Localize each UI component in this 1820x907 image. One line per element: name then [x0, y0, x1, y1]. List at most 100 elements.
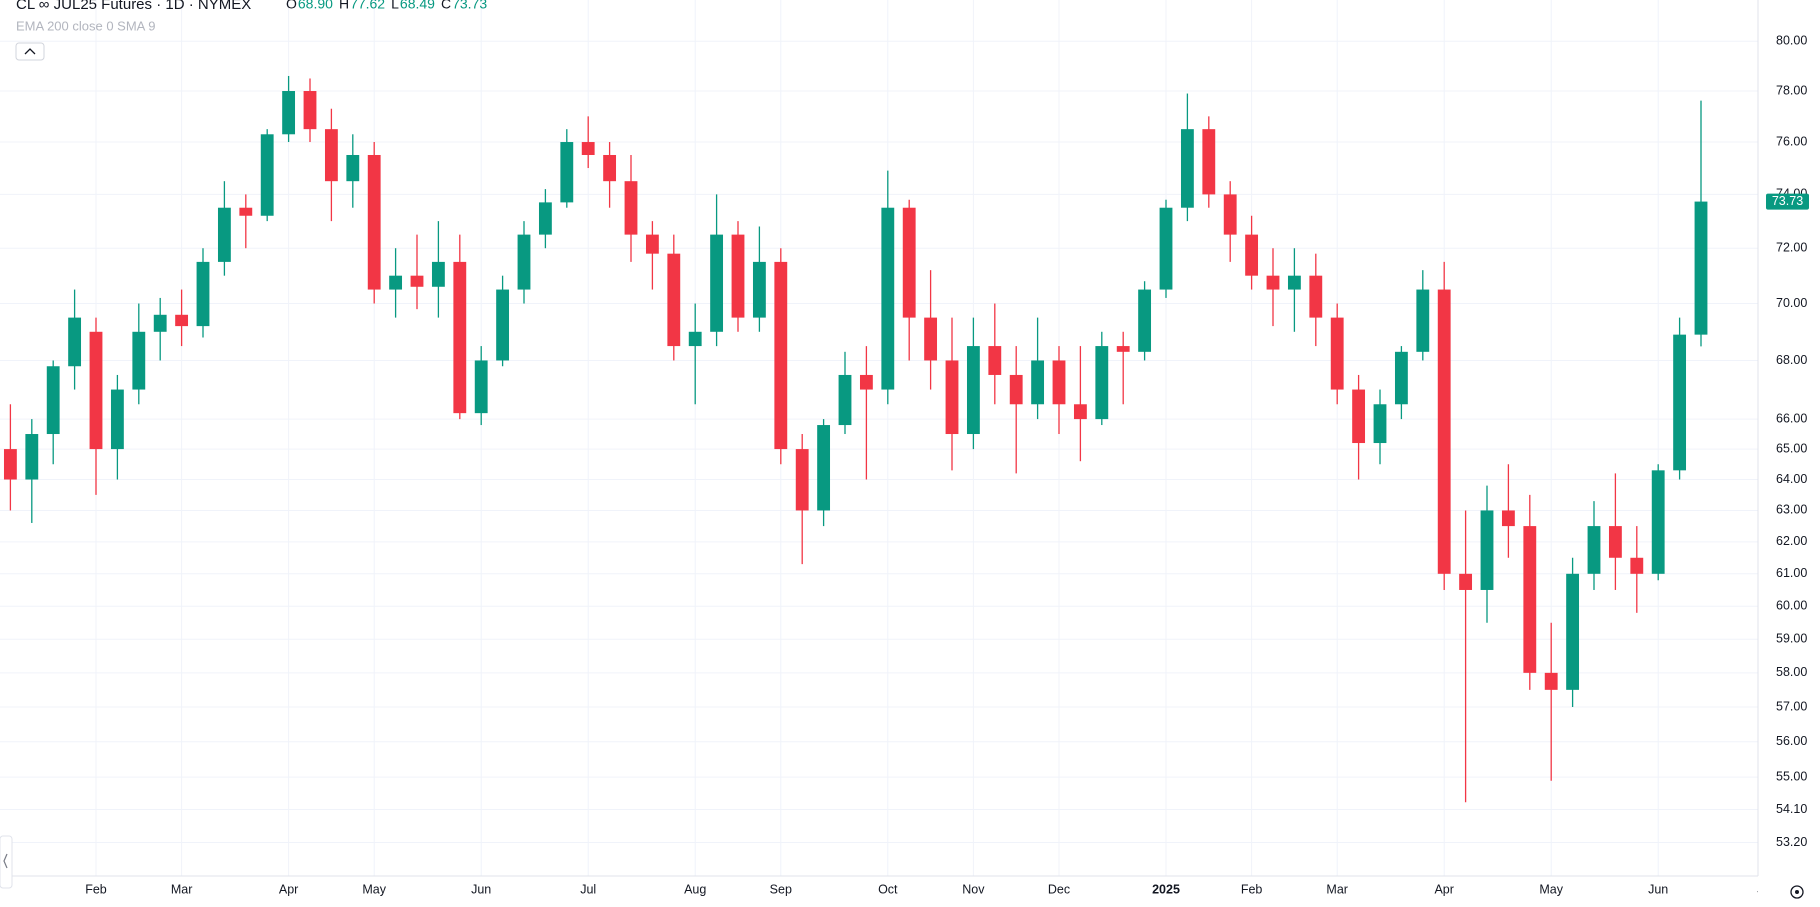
candle-body: [3, 449, 17, 480]
candle-body: [153, 314, 167, 332]
candle-body: [560, 142, 574, 203]
candle-body: [774, 261, 788, 450]
candle-body: [603, 154, 617, 182]
x-tick-label: Apr: [279, 882, 298, 896]
candle-body: [710, 234, 724, 332]
candle-body: [1159, 207, 1173, 290]
candle-body: [688, 331, 702, 347]
ohlc-value: 73.73: [452, 0, 487, 12]
candle-body: [239, 207, 253, 216]
side-toggle[interactable]: [0, 835, 13, 889]
y-tick-label: 58.00: [1776, 665, 1807, 679]
settings-button[interactable]: [1790, 885, 1804, 899]
candle-body: [196, 261, 210, 327]
settings-icon: [1795, 890, 1799, 894]
candle-body: [110, 389, 124, 450]
candle-body: [282, 91, 296, 135]
ohlc-label: C: [441, 0, 451, 12]
candle-body: [1309, 275, 1323, 318]
ohlc-label: H: [339, 0, 349, 12]
candle-body: [346, 154, 360, 182]
y-tick-label: 76.00: [1776, 134, 1807, 148]
x-tick-label: Jun: [471, 882, 491, 896]
candle-body: [1630, 557, 1644, 574]
candle-body: [1138, 289, 1152, 352]
candle-body: [89, 331, 103, 450]
y-tick-label: 61.00: [1776, 566, 1807, 580]
x-tick-label: Apr: [1434, 882, 1453, 896]
ohlc-legend: O 68.90 H 77.62 L 68.49 C 73.73: [286, 0, 487, 12]
candle-body: [1394, 351, 1408, 405]
x-tick-label: Dec: [1048, 882, 1070, 896]
candle-body: [217, 207, 231, 262]
candle-body: [966, 346, 980, 435]
candle-body: [1116, 346, 1130, 352]
x-tick-label: Jun: [1648, 882, 1668, 896]
candle-body: [881, 207, 895, 390]
x-tick-label: Feb: [85, 882, 107, 896]
candle-body: [1266, 275, 1280, 290]
candle-body: [1587, 526, 1601, 574]
collapse-icon: [24, 48, 36, 55]
candle-body: [517, 234, 531, 290]
x-tick-label: Sep: [770, 882, 792, 896]
candle-body: [1416, 289, 1430, 352]
symbol-title: CL ∞ JUL25 Futures · 1D · NYMEX: [16, 0, 251, 13]
x-tick-label: Jul: [580, 882, 596, 896]
x-tick-label: Nov: [962, 882, 985, 896]
candle-body: [838, 374, 852, 426]
collapse-button[interactable]: [15, 42, 45, 61]
candle-body: [624, 181, 638, 235]
candle-body: [667, 253, 681, 347]
candle-body: [410, 275, 424, 287]
y-tick-label: 59.00: [1776, 632, 1807, 646]
candle-body: [1480, 510, 1494, 590]
ohlc-value: 77.62: [350, 0, 385, 12]
candle-body: [902, 207, 916, 318]
candle-body: [645, 234, 659, 254]
y-tick-label: 54.10: [1776, 802, 1807, 816]
x-tick-label: Feb: [1241, 882, 1263, 896]
candle-body: [1031, 360, 1045, 405]
candle-body: [945, 360, 959, 435]
y-tick-label: 56.00: [1776, 734, 1807, 748]
candle-body: [1523, 526, 1537, 673]
ohlc-label: L: [391, 0, 399, 12]
candle-body: [752, 261, 766, 318]
candle-body: [1566, 573, 1580, 690]
candle-body: [581, 142, 595, 155]
candle-body: [988, 346, 1002, 375]
y-tick-label: 55.00: [1776, 769, 1807, 783]
candle-body: [25, 434, 39, 480]
candle-body: [1673, 334, 1687, 471]
y-tick-label: 53.20: [1776, 835, 1807, 849]
candle-body: [474, 360, 488, 414]
candle-body: [1009, 374, 1023, 405]
ohlc-label: O: [286, 0, 297, 12]
candle-body: [1245, 234, 1259, 276]
side-toggle-icon: [3, 853, 8, 869]
x-tick-label: Mar: [1326, 882, 1348, 896]
candle-body: [46, 366, 60, 435]
candle-body: [924, 317, 938, 361]
candle-body: [496, 289, 510, 361]
candle-body: [303, 91, 317, 130]
y-tick-label: 65.00: [1776, 441, 1807, 455]
y-tick-label: 62.00: [1776, 534, 1807, 548]
candle-body: [453, 261, 467, 414]
ohlc-value: 68.49: [400, 0, 435, 12]
candle-body: [68, 317, 82, 367]
x-tick-label: May: [1539, 882, 1563, 896]
price-axis-panel: [1758, 0, 1820, 907]
y-tick-label: 57.00: [1776, 699, 1807, 713]
candle-body: [431, 261, 445, 287]
x-tick-label: Aug: [684, 882, 706, 896]
candle-body: [859, 374, 873, 390]
y-tick-label: 72.00: [1776, 241, 1807, 255]
y-tick-label: 68.00: [1776, 353, 1807, 367]
candle-body: [1651, 470, 1665, 574]
candle-body: [731, 234, 745, 318]
